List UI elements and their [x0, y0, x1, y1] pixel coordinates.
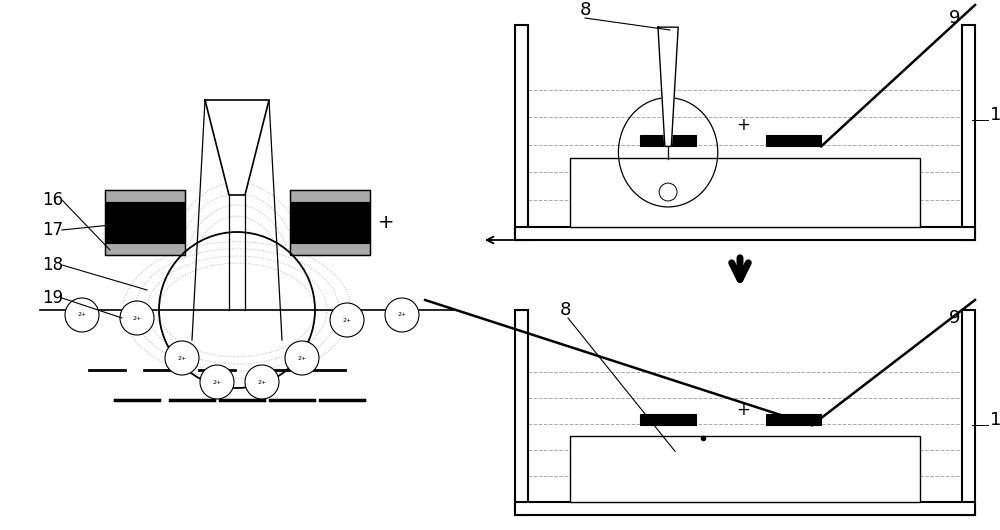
- Text: 2+: 2+: [132, 315, 142, 321]
- Text: 19: 19: [42, 289, 63, 307]
- Circle shape: [200, 365, 234, 399]
- Circle shape: [65, 298, 99, 332]
- Text: 9: 9: [949, 9, 961, 27]
- Bar: [515, 25, 528, 240]
- Text: 2+: 2+: [77, 313, 87, 317]
- Text: 10: 10: [990, 106, 1000, 124]
- Bar: [105, 243, 185, 255]
- Bar: [290, 202, 370, 243]
- Bar: [766, 414, 821, 425]
- Bar: [962, 25, 975, 240]
- Text: 9: 9: [949, 309, 961, 327]
- Text: 18: 18: [42, 256, 63, 274]
- Text: 8: 8: [559, 301, 571, 319]
- Bar: [105, 190, 185, 255]
- Circle shape: [385, 298, 419, 332]
- Bar: [570, 158, 920, 227]
- Bar: [766, 135, 821, 146]
- Bar: [515, 502, 975, 515]
- Circle shape: [245, 365, 279, 399]
- Text: +: +: [736, 117, 750, 135]
- Bar: [290, 243, 370, 255]
- Polygon shape: [658, 27, 678, 146]
- Bar: [290, 190, 370, 255]
- Circle shape: [285, 341, 319, 375]
- Text: 2+: 2+: [397, 313, 407, 317]
- Text: +: +: [378, 213, 394, 232]
- Text: 2+: 2+: [297, 356, 307, 360]
- Circle shape: [120, 301, 154, 335]
- Circle shape: [165, 341, 199, 375]
- Text: 17: 17: [42, 221, 63, 239]
- Polygon shape: [205, 100, 269, 195]
- Text: 2+: 2+: [257, 379, 267, 384]
- Bar: [570, 436, 920, 502]
- Bar: [105, 190, 185, 202]
- Text: 8: 8: [579, 1, 591, 19]
- Bar: [515, 310, 528, 515]
- Bar: [290, 190, 370, 202]
- Text: 2+: 2+: [212, 379, 222, 384]
- Bar: [105, 202, 185, 243]
- Text: +: +: [736, 401, 750, 419]
- Circle shape: [330, 303, 364, 337]
- Text: 2+: 2+: [342, 317, 352, 322]
- Circle shape: [659, 183, 677, 201]
- Text: 2+: 2+: [177, 356, 187, 360]
- Bar: [640, 414, 696, 425]
- Bar: [640, 135, 696, 146]
- Text: 10: 10: [990, 411, 1000, 429]
- Bar: [962, 310, 975, 515]
- Text: 16: 16: [42, 191, 63, 209]
- Bar: [515, 227, 975, 240]
